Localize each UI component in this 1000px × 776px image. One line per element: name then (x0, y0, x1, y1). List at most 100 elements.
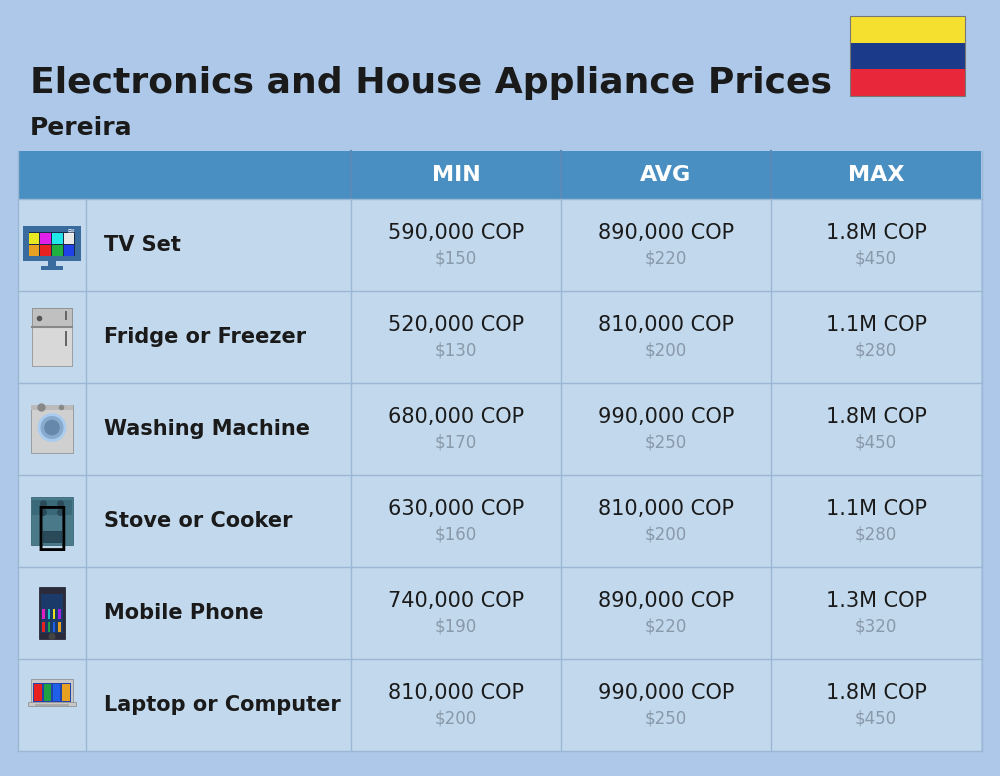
Text: 810,000 COP: 810,000 COP (598, 499, 734, 519)
Text: 810,000 COP: 810,000 COP (598, 315, 734, 335)
Text: 740,000 COP: 740,000 COP (388, 591, 524, 611)
Bar (351, 659, 561, 751)
Bar (850, 16, 965, 43)
Circle shape (49, 633, 55, 639)
Text: Washing Machine: Washing Machine (104, 419, 310, 439)
Text: 990,000 COP: 990,000 COP (598, 407, 734, 427)
Bar (43, 531, 61, 542)
Text: $250: $250 (645, 710, 687, 728)
Bar (48, 622, 50, 632)
Bar (29, 231, 75, 256)
Bar (561, 659, 771, 751)
Bar (86, 659, 351, 751)
Text: 590,000 COP: 590,000 COP (388, 223, 524, 243)
Bar (44, 684, 51, 701)
Bar (86, 151, 351, 199)
Text: 630,000 COP: 630,000 COP (388, 499, 524, 519)
Bar (31, 679, 73, 704)
Bar (850, 43, 965, 69)
Bar (351, 291, 561, 383)
Bar (351, 567, 561, 659)
Text: $280: $280 (855, 526, 897, 544)
Bar (771, 659, 981, 751)
Text: 810,000 COP: 810,000 COP (388, 683, 524, 703)
Bar (64, 233, 74, 244)
Text: $250: $250 (645, 434, 687, 452)
Text: Fridge or Freezer: Fridge or Freezer (104, 327, 306, 347)
Bar (65, 311, 67, 320)
Circle shape (38, 414, 66, 442)
Text: 🔥: 🔥 (37, 503, 67, 553)
Bar (42, 622, 45, 632)
Bar (31, 497, 73, 546)
Text: Laptop or Computer: Laptop or Computer (104, 695, 341, 715)
Circle shape (41, 510, 46, 515)
Bar (86, 567, 351, 659)
Text: $200: $200 (645, 342, 687, 360)
Bar (28, 702, 76, 706)
Bar (62, 684, 70, 701)
Text: $450: $450 (855, 434, 897, 452)
Bar (52, 244, 63, 256)
Bar (86, 383, 351, 475)
Bar (35, 704, 69, 705)
Bar (48, 609, 50, 619)
Bar (18, 659, 86, 751)
Bar (561, 475, 771, 567)
Text: Stove or Cooker: Stove or Cooker (104, 511, 292, 531)
Text: $200: $200 (645, 526, 687, 544)
Text: $450: $450 (855, 250, 897, 268)
Text: 990,000 COP: 990,000 COP (598, 683, 734, 703)
Text: $200: $200 (435, 710, 477, 728)
Bar (771, 291, 981, 383)
Bar (18, 291, 86, 383)
Text: AVG: AVG (640, 165, 692, 185)
Bar (40, 233, 51, 244)
Text: 520,000 COP: 520,000 COP (388, 315, 524, 335)
Bar (18, 383, 86, 475)
Bar (86, 199, 351, 291)
Text: $450: $450 (855, 710, 897, 728)
Circle shape (41, 501, 46, 507)
Text: $130: $130 (435, 342, 477, 360)
Text: MIN: MIN (432, 165, 480, 185)
Bar (561, 151, 771, 199)
Text: Mobile Phone: Mobile Phone (104, 603, 264, 623)
Bar (351, 151, 561, 199)
Bar (31, 405, 73, 411)
Bar (561, 567, 771, 659)
Bar (850, 16, 965, 96)
Text: 1.1M COP: 1.1M COP (826, 315, 926, 335)
Bar (351, 383, 561, 475)
Bar (29, 233, 39, 244)
Text: $190: $190 (435, 618, 477, 636)
Text: 1.8M COP: 1.8M COP (826, 407, 926, 427)
Bar (41, 266, 63, 270)
Bar (561, 383, 771, 475)
Bar (53, 684, 60, 701)
Text: 1.8M COP: 1.8M COP (826, 683, 926, 703)
Text: $220: $220 (645, 250, 687, 268)
Bar (771, 475, 981, 567)
Bar (771, 199, 981, 291)
Circle shape (45, 421, 59, 435)
Bar (561, 199, 771, 291)
Bar (53, 609, 55, 619)
Bar (771, 567, 981, 659)
Bar (53, 622, 55, 632)
Bar (41, 594, 63, 633)
Text: $170: $170 (435, 434, 477, 452)
Text: $280: $280 (855, 342, 897, 360)
Text: 1.3M COP: 1.3M COP (826, 591, 926, 611)
Bar (351, 199, 561, 291)
Bar (18, 475, 86, 567)
Bar (31, 405, 73, 453)
Circle shape (58, 501, 63, 507)
Bar (23, 227, 81, 261)
Bar (86, 475, 351, 567)
Bar (850, 69, 965, 96)
Text: TV Set: TV Set (104, 235, 181, 255)
Text: $150: $150 (435, 250, 477, 268)
Text: MAX: MAX (848, 165, 904, 185)
Bar (18, 151, 86, 199)
